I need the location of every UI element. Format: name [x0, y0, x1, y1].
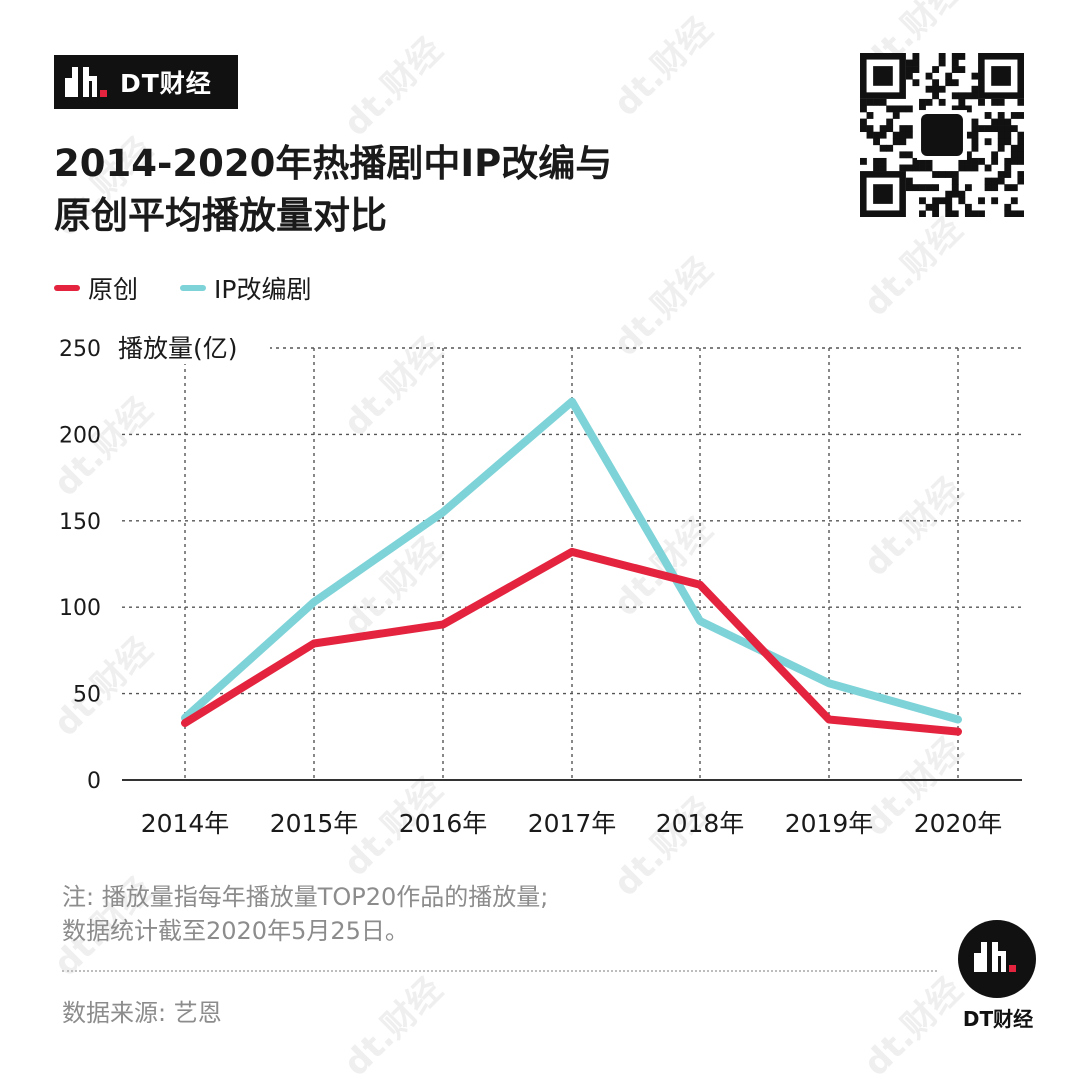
page-title: 2014-2020年热播剧中IP改编与 原创平均播放量对比	[54, 138, 774, 242]
dt-logo-icon	[54, 55, 120, 109]
brand-name: DT财经	[120, 69, 212, 98]
x-tick-label: 2015年	[270, 809, 359, 838]
footer-brand-name: DT财经	[962, 1007, 1034, 1031]
x-tick-label: 2020年	[914, 809, 1003, 838]
watermark: dt.财经	[336, 969, 451, 1085]
legend-label-ip: IP改编剧	[214, 275, 312, 304]
legend-label-original: 原创	[88, 275, 139, 304]
y-tick-label: 150	[59, 510, 101, 535]
title-line-1: 2014-2020年热播剧中IP改编与	[54, 142, 613, 185]
x-tick-label: 2016年	[399, 809, 488, 838]
footnote-line-2: 数据统计截至2020年5月25日。	[62, 917, 409, 945]
line-chart: 0 50 100 150 200 250 播放量(亿) 2014年 2015年 2016年 2017…	[59, 330, 1022, 838]
series-line-original	[181, 547, 962, 736]
y-tick-label: 0	[87, 769, 101, 794]
y-tick-label: 250	[59, 337, 101, 362]
y-tick-label: 50	[73, 683, 101, 708]
x-tick-label: 2017年	[528, 809, 617, 838]
legend-swatch-ip	[180, 285, 207, 291]
qr-code-icon	[860, 53, 1025, 218]
divider	[62, 970, 937, 972]
legend-item-original: 原创	[54, 270, 138, 306]
legend: 原创 IP改编剧	[54, 270, 353, 306]
legend-item-ip: IP改编剧	[180, 270, 311, 306]
footnote: 注: 播放量指每年播放量TOP20作品的播放量; 数据统计截至2020年5月25…	[62, 880, 762, 948]
y-tick-label: 200	[59, 423, 101, 448]
series-line-ip	[181, 397, 962, 724]
x-tick-label: 2018年	[656, 809, 745, 838]
x-tick-label: 2014年	[141, 809, 230, 838]
y-tick-label: 100	[59, 596, 101, 621]
title-line-2: 原创平均播放量对比	[54, 194, 387, 237]
dt-circle-logo-icon	[958, 920, 1036, 998]
y-axis-label: 播放量(亿)	[118, 334, 238, 363]
y-axis-label-bg	[112, 330, 270, 364]
legend-swatch-original	[54, 285, 80, 291]
footnote-line-1: 注: 播放量指每年播放量TOP20作品的播放量;	[62, 883, 549, 911]
x-tick-label: 2019年	[785, 809, 874, 838]
data-source: 数据来源: 艺恩	[62, 999, 222, 1027]
brand-badge: DT财经	[54, 55, 238, 109]
